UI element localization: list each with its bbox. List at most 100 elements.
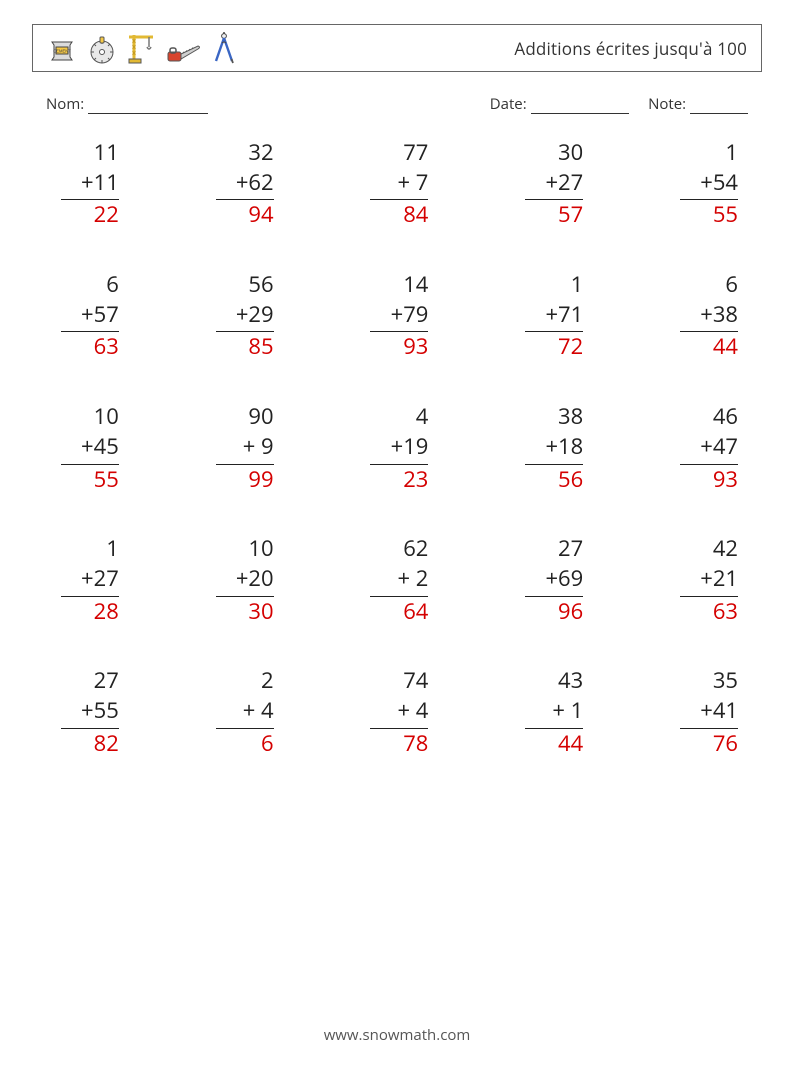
date-blank[interactable] bbox=[531, 98, 629, 115]
operand-a: 1 bbox=[525, 270, 583, 300]
operand-a: 90 bbox=[216, 402, 274, 432]
problem: 62+ 264 bbox=[338, 534, 457, 626]
operand-a: 32 bbox=[216, 138, 274, 168]
answer: 23 bbox=[370, 465, 428, 495]
problem: 14+7993 bbox=[338, 270, 457, 362]
problem: 4+1923 bbox=[338, 402, 457, 494]
operand-a: 27 bbox=[61, 666, 119, 696]
operand-a: 62 bbox=[370, 534, 428, 564]
answer: 99 bbox=[216, 465, 274, 495]
operand-a: 27 bbox=[525, 534, 583, 564]
answer: 30 bbox=[216, 597, 274, 627]
operand-b: +11 bbox=[61, 168, 119, 201]
answer: 84 bbox=[370, 200, 428, 230]
answer: 44 bbox=[680, 332, 738, 362]
problem: 11+1122 bbox=[28, 138, 147, 230]
problem: 10+2030 bbox=[183, 534, 302, 626]
name-field: Nom: bbox=[46, 94, 208, 114]
operand-a: 6 bbox=[61, 270, 119, 300]
operand-b: + 4 bbox=[370, 696, 428, 729]
operand-a: 11 bbox=[61, 138, 119, 168]
chainsaw-icon bbox=[167, 37, 201, 65]
operand-a: 38 bbox=[525, 402, 583, 432]
operand-b: + 1 bbox=[525, 696, 583, 729]
answer: 57 bbox=[525, 200, 583, 230]
answer: 6 bbox=[216, 729, 274, 759]
operand-a: 74 bbox=[370, 666, 428, 696]
problem: 32+6294 bbox=[183, 138, 302, 230]
date-note-group: Date: Note: bbox=[490, 94, 748, 114]
problem: 38+1856 bbox=[492, 402, 611, 494]
operand-a: 30 bbox=[525, 138, 583, 168]
problem: 30+2757 bbox=[492, 138, 611, 230]
operand-b: +21 bbox=[680, 564, 738, 597]
operand-a: 10 bbox=[216, 534, 274, 564]
name-label: Nom: bbox=[46, 94, 84, 114]
compass-icon bbox=[211, 31, 237, 65]
answer: 55 bbox=[680, 200, 738, 230]
problem: 27+6996 bbox=[492, 534, 611, 626]
operand-b: +71 bbox=[525, 300, 583, 333]
problem: 10+4555 bbox=[28, 402, 147, 494]
operand-b: +79 bbox=[370, 300, 428, 333]
operand-a: 2 bbox=[216, 666, 274, 696]
operand-a: 42 bbox=[680, 534, 738, 564]
name-blank[interactable] bbox=[88, 98, 208, 115]
problem: 46+4793 bbox=[647, 402, 766, 494]
problem: 1+2728 bbox=[28, 534, 147, 626]
operand-b: +54 bbox=[680, 168, 738, 201]
operand-a: 10 bbox=[61, 402, 119, 432]
problem: 1+7172 bbox=[492, 270, 611, 362]
problem: 42+2163 bbox=[647, 534, 766, 626]
answer: 94 bbox=[216, 200, 274, 230]
answer: 93 bbox=[680, 465, 738, 495]
svg-text:CEMENT: CEMENT bbox=[53, 49, 71, 54]
meta-row: Nom: Date: Note: bbox=[46, 94, 748, 114]
problem: 74+ 478 bbox=[338, 666, 457, 758]
answer: 93 bbox=[370, 332, 428, 362]
operand-b: +38 bbox=[680, 300, 738, 333]
answer: 72 bbox=[525, 332, 583, 362]
operand-b: +27 bbox=[61, 564, 119, 597]
operand-a: 35 bbox=[680, 666, 738, 696]
operand-a: 43 bbox=[525, 666, 583, 696]
answer: 78 bbox=[370, 729, 428, 759]
problem: 35+4176 bbox=[647, 666, 766, 758]
saw-blade-icon bbox=[87, 35, 117, 65]
answer: 44 bbox=[525, 729, 583, 759]
note-blank[interactable] bbox=[690, 98, 748, 115]
operand-b: +47 bbox=[680, 432, 738, 465]
operand-b: +19 bbox=[370, 432, 428, 465]
answer: 63 bbox=[61, 332, 119, 362]
operand-a: 14 bbox=[370, 270, 428, 300]
answer: 56 bbox=[525, 465, 583, 495]
operand-a: 46 bbox=[680, 402, 738, 432]
answer: 22 bbox=[61, 200, 119, 230]
problem: 2+ 46 bbox=[183, 666, 302, 758]
problem: 27+5582 bbox=[28, 666, 147, 758]
operand-b: +27 bbox=[525, 168, 583, 201]
operand-b: +45 bbox=[61, 432, 119, 465]
operand-a: 1 bbox=[680, 138, 738, 168]
answer: 55 bbox=[61, 465, 119, 495]
page-title: Additions écrites jusqu'à 100 bbox=[514, 37, 747, 60]
answer: 85 bbox=[216, 332, 274, 362]
header-box: CEMENT bbox=[32, 24, 762, 72]
operand-b: +29 bbox=[216, 300, 274, 333]
problem: 90+ 999 bbox=[183, 402, 302, 494]
crane-icon bbox=[127, 31, 157, 65]
operand-a: 4 bbox=[370, 402, 428, 432]
operand-b: + 9 bbox=[216, 432, 274, 465]
operand-a: 1 bbox=[61, 534, 119, 564]
problem: 43+ 144 bbox=[492, 666, 611, 758]
footer-url: www.snowmath.com bbox=[0, 1025, 794, 1045]
note-label: Note: bbox=[648, 94, 686, 114]
answer: 76 bbox=[680, 729, 738, 759]
answer: 82 bbox=[61, 729, 119, 759]
operand-a: 6 bbox=[680, 270, 738, 300]
operand-b: + 7 bbox=[370, 168, 428, 201]
operand-b: +18 bbox=[525, 432, 583, 465]
problem: 1+5455 bbox=[647, 138, 766, 230]
problem-grid: 11+112232+629477+ 78430+27571+54556+5763… bbox=[28, 138, 766, 758]
operand-b: + 4 bbox=[216, 696, 274, 729]
